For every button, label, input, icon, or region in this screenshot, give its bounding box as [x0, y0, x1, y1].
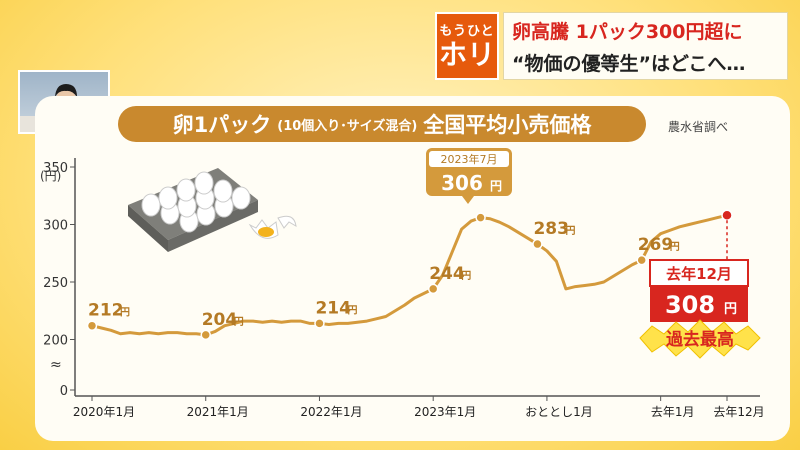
program-tag-line1: もうひと	[439, 24, 495, 39]
headline-sub: “物価の優等生”はどこへ…	[512, 53, 746, 75]
y-tick-label: 300	[43, 219, 68, 234]
headline-main: 卵高騰 1パック300円超に	[512, 21, 743, 43]
latest-callout-date: 去年12月	[666, 265, 732, 283]
peak-callout-date-box	[429, 151, 509, 167]
value-marker-label: 212	[88, 301, 124, 321]
y-unit-label: (円)	[40, 169, 61, 183]
chart-title-paren: (10個入り･サイズ混合)	[277, 118, 418, 134]
peak-callout-unit: 円	[490, 179, 502, 193]
y-ticks: 350 300 250 200 0	[43, 161, 75, 399]
value-marker-label: 214	[315, 298, 351, 318]
value-marker-unit: 円	[461, 270, 471, 282]
y-tick-label: 200	[43, 334, 68, 349]
value-marker-unit: 円	[234, 316, 244, 328]
egg-carton-illustration	[128, 168, 258, 252]
peak-callout-date: 2023年7月	[441, 152, 498, 166]
cracked-egg-illustration	[248, 215, 297, 239]
record-high-burst	[639, 319, 761, 359]
value-marker-dot	[427, 283, 439, 295]
x-tick-label: おととし1月	[525, 405, 593, 419]
chart-title-main: 卵1パック	[172, 113, 272, 137]
latest-callout-value: 308	[665, 291, 715, 319]
x-tick-label: 2022年1月	[300, 405, 362, 419]
value-marker-label: 269	[638, 235, 674, 255]
axis-break-icon: ≈	[50, 357, 62, 373]
x-tick-label: 2021年1月	[187, 405, 249, 419]
latest-callout-value-box	[650, 286, 748, 322]
chart-source: 農水省調べ	[668, 120, 729, 134]
value-marker-label: 204	[202, 310, 238, 330]
x-tick-label: 2020年1月	[73, 405, 135, 419]
headline-banner: 卵高騰 1パック300円超に “物価の優等生”はどこへ…	[503, 12, 788, 80]
value-marker-unit: 円	[565, 225, 575, 237]
chart-title-rest: 全国平均小売価格	[423, 113, 592, 137]
y-tick-label: 0	[60, 384, 68, 399]
peak-callout-value: 306	[441, 171, 483, 195]
value-marker-label: 244	[429, 264, 465, 284]
value-marker-dot	[86, 320, 98, 331]
program-tag: もうひと ホリ	[435, 12, 499, 80]
value-marker-dot	[314, 318, 325, 329]
latest-callout-unit: 円	[724, 302, 737, 317]
value-marker-dot	[200, 329, 211, 341]
chart-title: 卵1パック (10個入り･サイズ混合) 全国平均小売価格	[118, 106, 646, 142]
series-line-egg-price	[91, 213, 728, 337]
program-tag-line2: ホリ	[438, 38, 495, 71]
x-tick-label: 去年1月	[651, 405, 695, 419]
value-marker-unit: 円	[347, 304, 357, 316]
peak-callout: 2023年7月 306 円	[426, 148, 512, 204]
value-marker-unit: 円	[120, 307, 130, 319]
record-high-badge: 過去最高	[666, 329, 734, 350]
value-marker-unit: 円	[670, 241, 680, 253]
x-tick-label: 2023年1月	[414, 405, 476, 419]
latest-marker-dot	[721, 209, 733, 222]
x-tick-label: 去年12月	[713, 405, 764, 419]
latest-callout: 去年12月 308 円 過去最高	[639, 259, 761, 359]
value-marker-dot	[636, 254, 647, 266]
peak-marker-dot	[475, 212, 486, 223]
y-tick-label: 350	[43, 161, 68, 176]
value-marker-label: 283	[533, 219, 569, 239]
value-marker-dot	[532, 238, 543, 250]
x-ticks: 2020年1月 2021年1月 2022年1月 2023年1月 おととし1月 去年1月 去年…	[73, 396, 765, 419]
y-tick-label: 250	[43, 276, 68, 291]
